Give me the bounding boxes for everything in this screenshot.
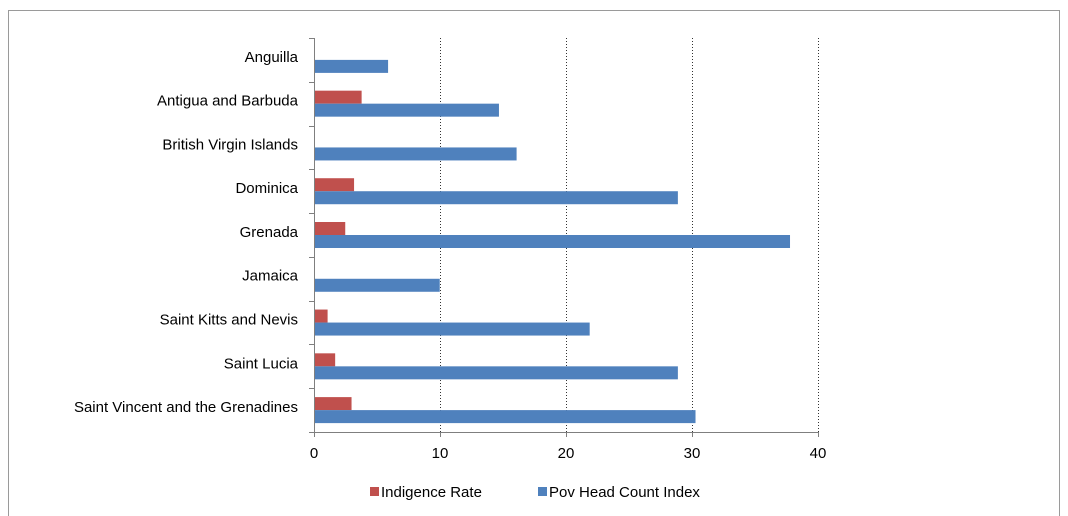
category-labels: Anguilla Antigua and Barbuda British Virgi… [74,49,299,416]
bar-povhci-0 [315,59,389,73]
x-tick-label: 40 [810,445,827,462]
legend: Indigence Rate Pov Head Count Index [370,484,700,501]
chart-frame [8,10,1060,516]
bar-indigence-6 [315,309,328,323]
category-label: Saint Vincent and the Grenadines [74,399,298,416]
category-label: Dominica [235,180,298,197]
x-tick-label: 30 [684,445,701,462]
bar-povhci-3 [315,191,678,205]
axes [309,38,819,437]
bar-indigence-4 [315,222,346,235]
bar-povhci-6 [315,322,590,336]
bar-povhci-1 [315,103,499,117]
category-label: Jamaica [242,268,299,285]
bar-povhci-5 [315,278,440,292]
bar-povhci-2 [315,147,517,161]
legend-swatch-0 [370,487,379,496]
category-label: Saint Kitts and Nevis [160,312,298,329]
category-label: Antigua and Barbuda [157,93,299,110]
category-label: Anguilla [245,49,299,66]
legend-swatch-1 [538,487,547,496]
x-tick-label: 20 [558,445,575,462]
bar-povhci-7 [315,366,678,380]
legend-label: Indigence Rate [381,484,482,501]
category-label: Saint Lucia [224,355,299,372]
legend-label: Pov Head Count Index [549,484,700,501]
bar-indigence-3 [315,178,355,192]
category-label: British Virgin Islands [162,136,298,153]
bar-indigence-1 [315,90,362,104]
bar-povhci-4 [315,235,791,248]
category-label: Grenada [240,224,299,241]
bars [315,59,791,424]
bar-indigence-8 [315,397,352,411]
x-tick-label: 0 [310,445,318,462]
bar-indigence-7 [315,353,336,367]
x-tick-labels: 0 10 20 30 40 [310,445,827,462]
bar-povhci-8 [315,410,696,424]
x-tick-label: 10 [432,445,449,462]
